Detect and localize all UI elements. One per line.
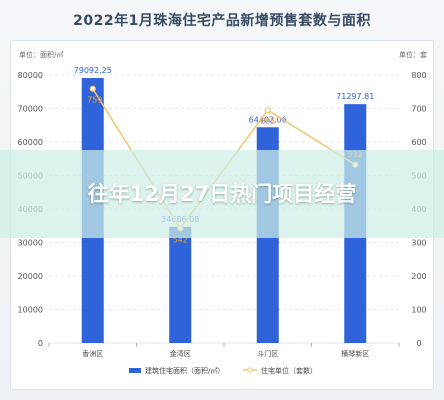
left-tick-label: 20000 bbox=[18, 272, 43, 281]
right-axis-unit: 单位：套 bbox=[399, 50, 427, 59]
left-tick-label: 60000 bbox=[18, 138, 43, 147]
right-tick-label: 700 bbox=[411, 105, 426, 114]
line-data-label: 759 bbox=[87, 96, 102, 105]
line-point bbox=[89, 85, 96, 92]
right-tick-label: 300 bbox=[411, 239, 426, 248]
bar bbox=[169, 226, 192, 343]
bar-data-label: 64402.06 bbox=[249, 115, 287, 124]
left-tick-label: 10000 bbox=[18, 306, 43, 315]
legend-line-label: 住宅单位（套数） bbox=[261, 366, 317, 375]
left-axis-unit: 单位：面积/㎡ bbox=[19, 50, 63, 59]
banner-text: 往年12月27日热门项目经营 bbox=[87, 182, 357, 206]
right-tick-label: 200 bbox=[411, 272, 426, 281]
line-data-label: 695 bbox=[260, 117, 275, 126]
legend-line-marker bbox=[247, 367, 253, 373]
right-tick-label: 100 bbox=[411, 306, 426, 315]
right-tick-label: 800 bbox=[411, 71, 426, 80]
right-tick-label: 0 bbox=[416, 339, 421, 348]
left-tick-label: 30000 bbox=[18, 239, 43, 248]
legend-bar-label: 建筑住宅面积（面积/㎡） bbox=[145, 366, 224, 375]
left-tick-label: 0 bbox=[38, 339, 43, 348]
legend-bar-swatch bbox=[129, 368, 141, 373]
category-label: 斗门区 bbox=[257, 349, 278, 358]
right-tick-label: 600 bbox=[411, 138, 426, 147]
bar-data-label: 71297.81 bbox=[336, 92, 374, 101]
line-data-label: 542 bbox=[173, 235, 188, 244]
category-label: 横琴新区 bbox=[341, 349, 369, 358]
chart-title: 2022年1月珠海住宅产品新增预售套数与面积 bbox=[73, 13, 371, 29]
overlay-banner: 往年12月27日热门项目经营 bbox=[0, 150, 444, 238]
line-point bbox=[264, 107, 271, 114]
category-label: 金湾区 bbox=[170, 349, 191, 358]
bar-data-label: 79092.25 bbox=[74, 66, 112, 75]
left-tick-label: 80000 bbox=[18, 71, 43, 80]
left-tick-label: 70000 bbox=[18, 105, 43, 114]
category-label: 香洲区 bbox=[82, 349, 103, 358]
